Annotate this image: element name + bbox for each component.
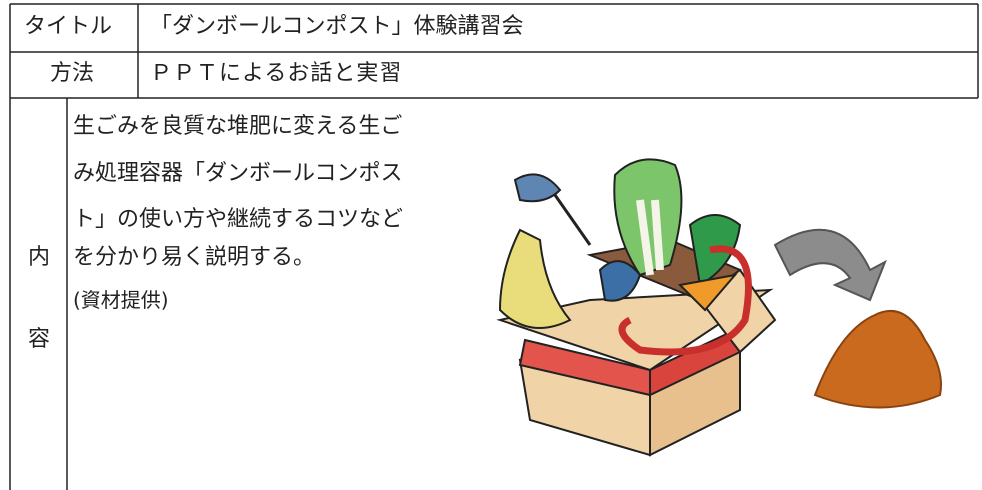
content-label: 容 xyxy=(28,327,51,352)
row-value: ＰＰＴによるお話と実習 xyxy=(150,61,403,86)
content-line: (資材提供) xyxy=(73,288,169,312)
content-line: み処理容器「ダンボールコンポス xyxy=(73,161,403,186)
illustration xyxy=(496,158,942,457)
row-label: 方法 xyxy=(50,61,95,86)
content-line: を分かり易く説明する。 xyxy=(73,245,316,270)
row-value: 「ダンボールコンポスト」体験講習会 xyxy=(150,14,524,39)
content-line: 生ごみを良質な堆肥に変える生ご xyxy=(73,114,403,139)
content-line: ト」の使い方や継続するコツなど xyxy=(73,207,404,232)
row-label: タイトル xyxy=(24,14,113,39)
content-label: 内 xyxy=(28,245,51,270)
